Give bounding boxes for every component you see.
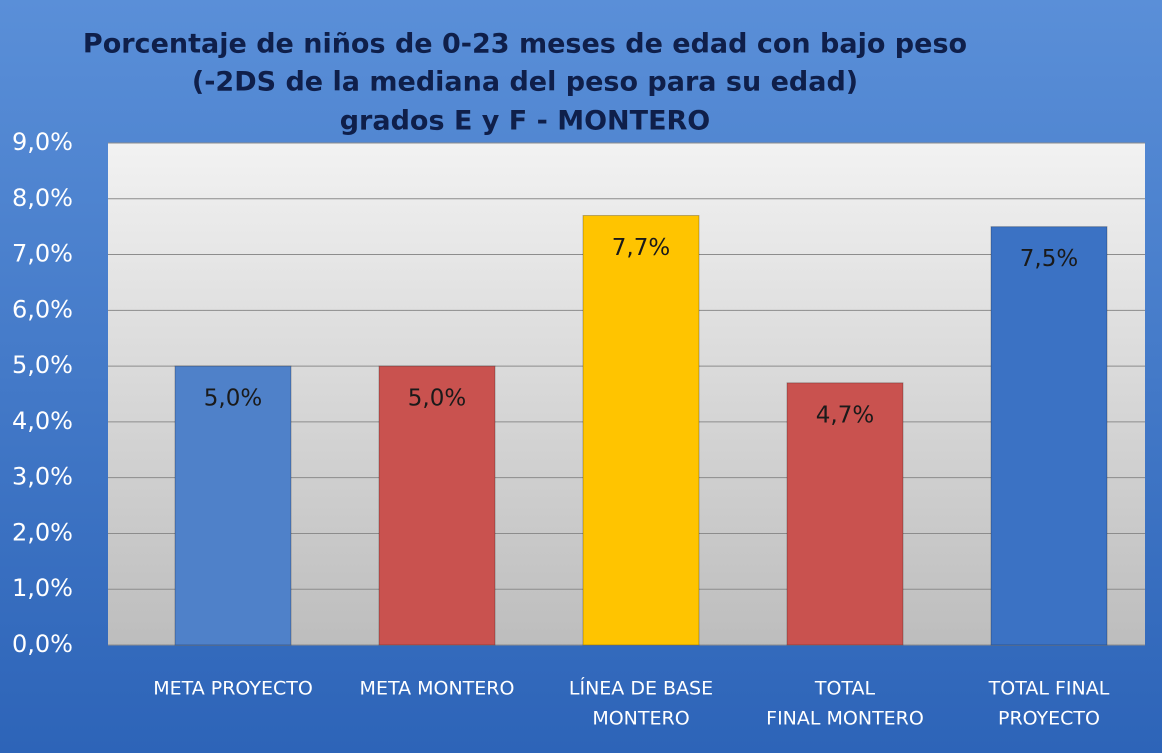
x-tick-label: TOTAL [814, 678, 876, 700]
x-tick-label: META PROYECTO [153, 678, 313, 700]
x-tick-label: TOTAL FINAL [988, 678, 1110, 700]
x-tick-label: MONTERO [592, 708, 689, 730]
data-label: 7,5% [1020, 246, 1078, 272]
bar [174, 365, 292, 646]
data-label: 7,7% [612, 235, 670, 261]
y-tick-label: 1,0% [12, 574, 73, 602]
bar [786, 382, 904, 646]
chart-title: Porcentaje de niños de 0-23 meses de eda… [83, 29, 967, 60]
data-label: 5,0% [408, 386, 466, 412]
x-tick-label: PROYECTO [998, 708, 1100, 730]
data-label: 4,7% [816, 402, 874, 428]
y-tick-label: 5,0% [12, 351, 73, 379]
x-tick-label: META MONTERO [360, 678, 515, 700]
chart-title: grados E y F - MONTERO [340, 106, 711, 137]
x-tick-label: LÍNEA DE BASE [569, 677, 713, 700]
bar [990, 226, 1108, 646]
y-tick-label: 9,0% [12, 128, 73, 156]
y-tick-label: 4,0% [12, 407, 73, 435]
bar [582, 215, 700, 646]
y-tick-label: 2,0% [12, 518, 73, 546]
chart-title: (-2DS de la mediana del peso para su eda… [192, 67, 858, 98]
y-tick-label: 7,0% [12, 240, 73, 268]
bar [378, 365, 496, 646]
y-tick-label: 3,0% [12, 463, 73, 491]
x-tick-label: FINAL MONTERO [766, 708, 924, 730]
data-label: 5,0% [204, 386, 262, 412]
y-tick-label: 6,0% [12, 295, 73, 323]
y-tick-label: 0,0% [12, 630, 73, 658]
y-tick-label: 8,0% [12, 184, 73, 212]
